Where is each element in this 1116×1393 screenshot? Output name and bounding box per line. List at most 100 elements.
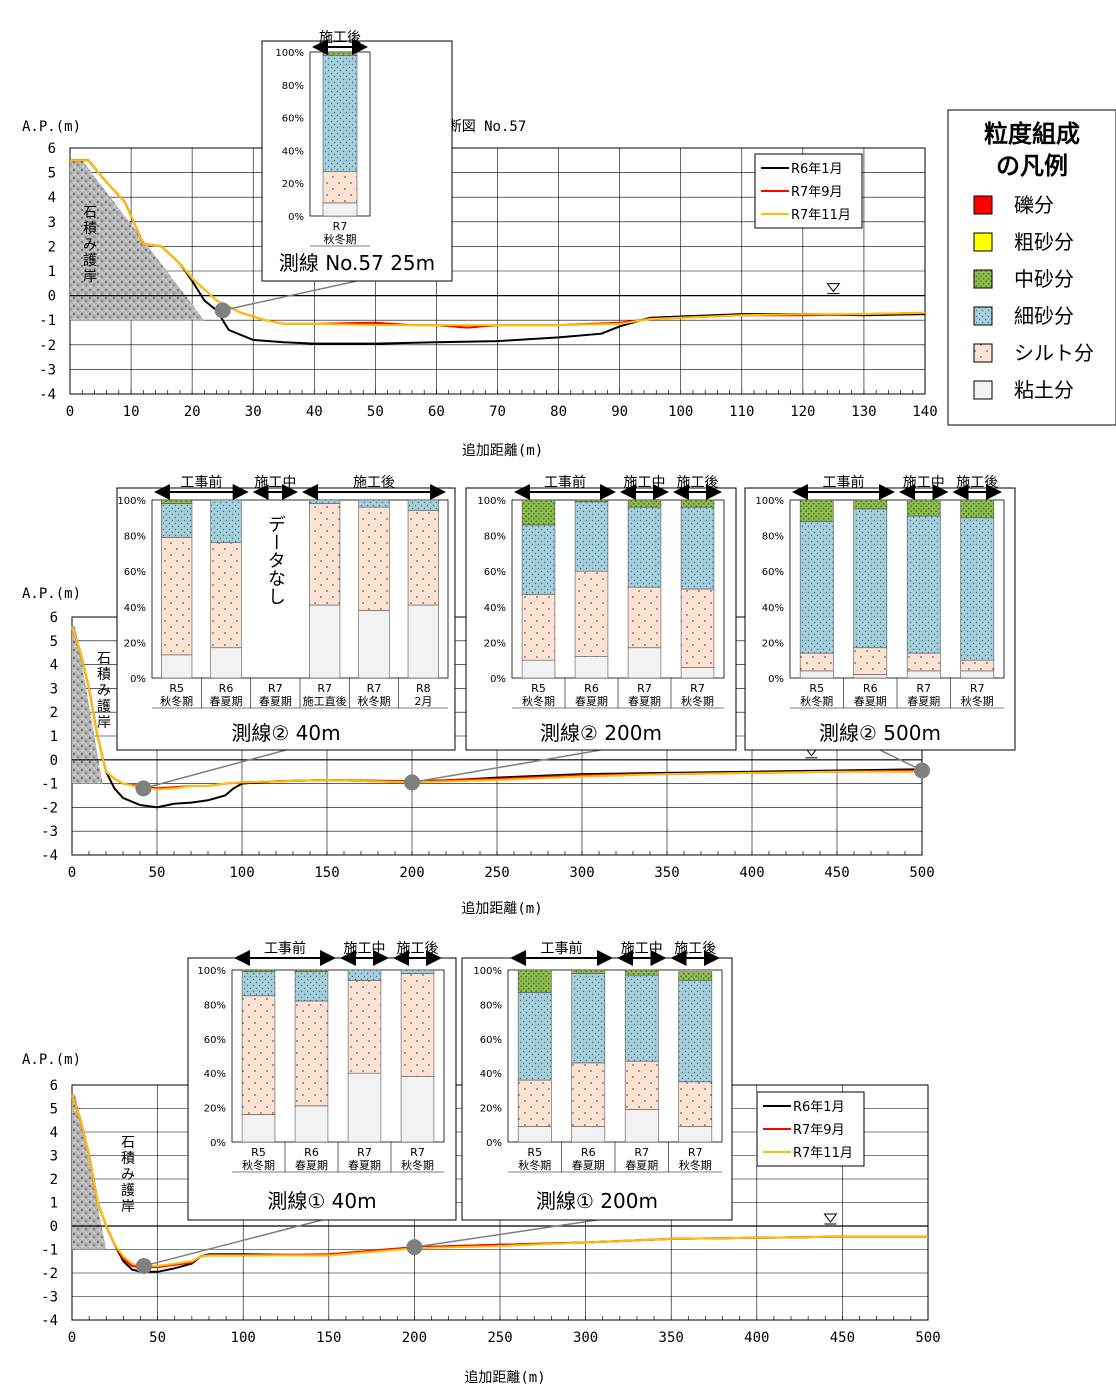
inset-y-tick-label: 40%	[480, 1069, 502, 1080]
grain-bar-segment	[960, 670, 995, 679]
inset-connector	[143, 1219, 323, 1267]
y-tick-label: 1	[50, 1196, 58, 1212]
grain-bar-segment	[322, 51, 358, 56]
inset-category-label: 春夏期	[295, 1159, 328, 1172]
y-tick-label: 4	[50, 1125, 58, 1141]
grain-bar-segment	[517, 969, 552, 993]
grain-bar-segment	[906, 652, 941, 672]
grain-legend-label: シルト分	[1014, 341, 1094, 365]
grain-bar-segment	[627, 647, 662, 679]
inset-category-label: R5	[531, 682, 546, 695]
grain-inset: 0%20%40%60%80%100%R5秋冬期R6春夏期R7春夏期R7秋冬期測線…	[744, 474, 1016, 751]
inset-y-tick-label: 100%	[275, 48, 304, 59]
inset-title: 測線① 200m	[536, 1189, 658, 1213]
inset-category-label: 施工直後	[303, 694, 347, 708]
grain-bar-segment	[906, 515, 941, 654]
inset-y-tick-label: 0%	[490, 674, 506, 685]
grain-bar-segment	[906, 670, 941, 679]
x-tick-label: 200	[402, 1330, 427, 1346]
grain-bar-segment	[571, 969, 606, 974]
inset-category-label: 2月	[414, 695, 432, 708]
grain-bar-segment	[627, 506, 662, 588]
inset-y-tick-label: 80%	[762, 532, 784, 543]
inset-y-tick-label: 20%	[124, 638, 146, 649]
inset-category-label: R7	[357, 1146, 372, 1159]
inset-y-tick-label: 40%	[484, 603, 506, 614]
grain-bar-segment	[960, 499, 995, 519]
inset-y-tick-label: 100%	[117, 496, 146, 507]
grain-bar-segment	[309, 499, 341, 504]
x-tick-label: 400	[744, 1330, 769, 1346]
revetment-label-char: 護	[121, 1183, 135, 1199]
grain-bar-segment	[571, 973, 606, 1064]
inset-y-tick-label: 80%	[282, 81, 304, 92]
y-tick-label: -2	[41, 800, 58, 816]
series-legend-label: R7年11月	[791, 208, 851, 223]
grain-bar-segment	[241, 995, 276, 1115]
inset-title: 測線 No.57 25m	[279, 251, 435, 275]
inset-category-label: 秋冬期	[401, 1158, 434, 1172]
inset-category-label: 春夏期	[575, 695, 608, 708]
inset-y-tick-label: 60%	[204, 1035, 226, 1046]
series-legend-label: R7年11月	[793, 1146, 853, 1161]
period-label: 施工中	[624, 475, 666, 491]
series-legend-label: R6年1月	[793, 1100, 845, 1115]
y-axis-label: A.P.(m)	[22, 119, 81, 135]
series-legend-label: R7年9月	[793, 1123, 845, 1138]
period-label: 工事前	[541, 940, 583, 957]
water-level-icon	[823, 1213, 838, 1223]
period-label: 施工後	[677, 475, 719, 491]
grain-bar-segment	[624, 1060, 659, 1110]
inset-y-tick-label: 20%	[282, 179, 304, 190]
inset-y-tick-label: 40%	[204, 1069, 226, 1080]
grain-bar-segment	[678, 1126, 713, 1143]
y-tick-label: -1	[41, 1243, 58, 1259]
inset-category-label: R7	[317, 682, 332, 695]
inset-category-label: R6	[581, 1146, 596, 1159]
grain-bar-segment	[400, 1076, 435, 1143]
x-tick-label: 450	[824, 865, 849, 881]
inset-category-label: 秋冬期	[518, 1158, 551, 1172]
inset-category-label: 春夏期	[628, 695, 661, 708]
grain-bar-segment	[161, 654, 193, 679]
inset-y-tick-label: 80%	[480, 1000, 502, 1011]
inset-category-label: R6	[304, 1146, 319, 1159]
grain-bar-segment	[210, 647, 242, 679]
inset-category-label: R7	[688, 1146, 703, 1159]
inset-category-label: 秋冬期	[358, 694, 391, 708]
x-tick-label: 80	[550, 404, 567, 420]
x-tick-label: 40	[306, 404, 323, 420]
y-tick-label: 3	[48, 215, 56, 231]
grain-bar-segment	[400, 973, 435, 1077]
y-tick-label: 0	[50, 753, 58, 769]
revetment-label-char: 石	[97, 651, 111, 667]
inset-y-tick-label: 100%	[477, 496, 506, 507]
inset-category-label: 秋冬期	[242, 1158, 275, 1172]
revetment-label-char: 護	[97, 699, 111, 715]
grain-bar-segment	[347, 1072, 382, 1143]
grain-bar-segment	[358, 610, 390, 679]
inset-title: 測線② 500m	[819, 721, 941, 745]
grain-legend-label: 粗砂分	[1014, 230, 1074, 254]
revetment-label-char: 護	[83, 253, 97, 269]
grain-legend-swatch	[973, 306, 993, 326]
inset-y-tick-label: 20%	[204, 1104, 226, 1115]
inset-category-label: 秋冬期	[679, 1158, 712, 1172]
inset-y-tick-label: 20%	[480, 1104, 502, 1115]
x-tick-label: 60	[428, 404, 445, 420]
grain-bar-segment	[799, 670, 834, 679]
y-tick-label: 4	[48, 190, 56, 206]
survey-point-marker	[214, 302, 231, 319]
inset-y-tick-label: 100%	[197, 966, 226, 977]
inset-category-label: R7	[410, 1146, 425, 1159]
stone-revetment	[70, 160, 205, 321]
inset-y-tick-label: 60%	[124, 567, 146, 578]
inset-y-tick-label: 60%	[480, 1035, 502, 1046]
grain-legend-title: 粒度組成	[984, 120, 1080, 148]
x-tick-label: 300	[573, 1330, 598, 1346]
inset-category-label: 春夏期	[210, 695, 243, 708]
y-tick-label: 2	[50, 1172, 58, 1188]
x-tick-label: 10	[123, 404, 140, 420]
period-label: 施工中	[621, 941, 663, 957]
